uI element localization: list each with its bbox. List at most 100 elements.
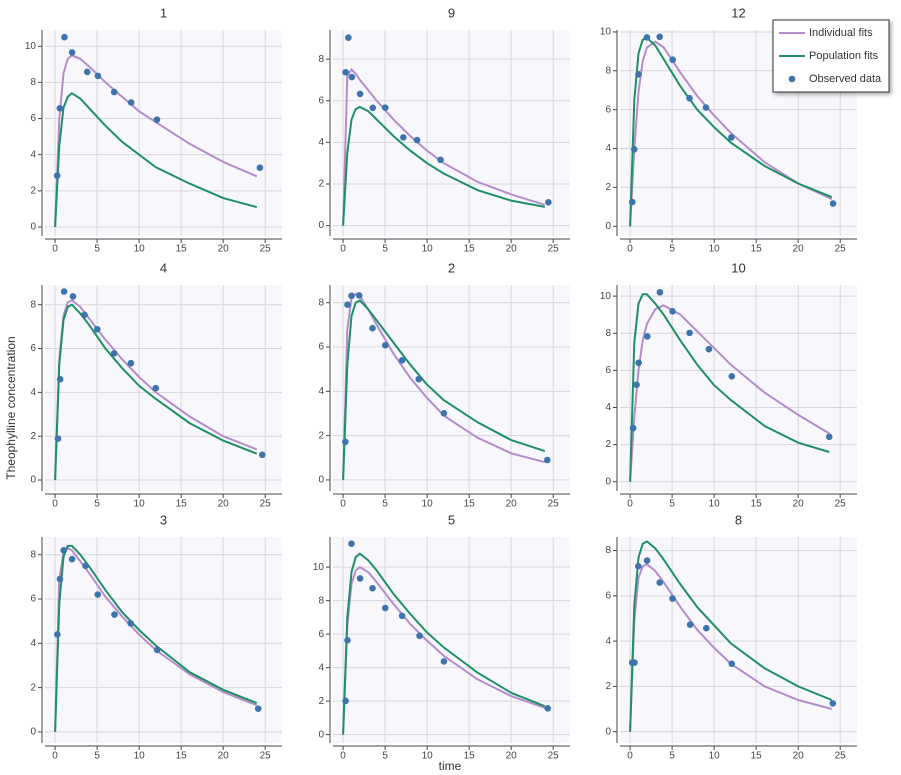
data-point xyxy=(628,198,636,206)
data-point xyxy=(356,90,364,98)
y-tick-label: 6 xyxy=(605,365,611,376)
x-tick-label: 15 xyxy=(176,244,188,255)
data-point xyxy=(127,620,135,627)
fit-line xyxy=(342,552,546,735)
fit-line xyxy=(54,303,258,481)
data-point xyxy=(415,375,423,383)
x-tick-label: 15 xyxy=(176,751,188,762)
x-tick-label: 15 xyxy=(751,499,763,510)
x-tick-label: 10 xyxy=(422,244,434,255)
x-tick-label: 20 xyxy=(506,499,518,510)
data-point xyxy=(728,660,736,668)
fit-line xyxy=(629,36,833,227)
data-point xyxy=(630,146,638,153)
y-tick-label: 2 xyxy=(318,430,324,441)
y-tick-label: 6 xyxy=(605,590,611,601)
x-tick-label: 5 xyxy=(94,499,100,510)
x-tick-label: 20 xyxy=(218,499,230,510)
data-point xyxy=(68,49,76,56)
data-point xyxy=(258,451,266,459)
x-axis-label: time xyxy=(439,759,462,773)
x-tick-label: 10 xyxy=(134,751,146,762)
data-point xyxy=(69,293,77,300)
x-tick-label: 0 xyxy=(340,244,346,255)
data-point xyxy=(93,325,101,333)
panel-title: 1 xyxy=(160,5,167,20)
legend: Individual fits Population fits Observed d… xyxy=(772,19,890,93)
data-point xyxy=(545,198,552,206)
legend-label: Individual fits xyxy=(809,27,873,39)
x-tick-label: 25 xyxy=(548,244,560,255)
x-tick-label: 5 xyxy=(669,751,675,762)
x-tick-label: 15 xyxy=(464,244,476,255)
fit-line xyxy=(54,544,258,732)
data-point xyxy=(631,659,638,666)
data-point xyxy=(356,575,364,582)
x-tick-label: 25 xyxy=(548,751,560,762)
panel: 12 0 2 4 6 8 10 0 5 10 15 20 25 xyxy=(600,5,857,255)
y-tick-label: 6 xyxy=(318,629,324,640)
x-tick-label: 20 xyxy=(506,751,518,762)
plot-area xyxy=(333,537,570,743)
y-tick-label: 6 xyxy=(30,113,36,124)
y-tick-label: 2 xyxy=(318,696,324,707)
data-point xyxy=(56,375,64,383)
x-tick-label: 5 xyxy=(382,244,388,255)
x-tick-label: 0 xyxy=(52,499,58,510)
y-tick-label: 0 xyxy=(30,475,36,486)
data-point xyxy=(256,164,264,171)
y-tick-label: 0 xyxy=(318,729,324,740)
y-tick-label: 10 xyxy=(600,27,612,38)
y-tick-label: 4 xyxy=(30,149,36,160)
panel: 4 0 2 4 6 8 0 5 10 15 20 25 xyxy=(30,260,282,510)
data-point xyxy=(82,562,89,570)
data-point xyxy=(153,116,161,123)
panel-title: 8 xyxy=(735,512,742,527)
x-tick-label: 15 xyxy=(751,751,763,762)
data-point xyxy=(656,288,664,296)
x-tick-label: 10 xyxy=(422,751,434,762)
x-tick-label: 0 xyxy=(627,244,633,255)
y-tick-label: 6 xyxy=(318,342,324,353)
data-point xyxy=(94,591,102,598)
x-tick-label: 15 xyxy=(176,499,188,510)
legend-label: Population fits xyxy=(809,50,879,62)
y-tick-label: 6 xyxy=(30,594,36,605)
y-tick-label: 6 xyxy=(318,95,324,106)
y-axis-label: Theophylline concentration xyxy=(4,336,18,479)
data-point xyxy=(60,288,68,295)
x-tick-label: 25 xyxy=(260,244,272,255)
y-tick-label: 4 xyxy=(318,662,324,673)
data-point xyxy=(342,697,349,705)
y-tick-label: 2 xyxy=(30,185,36,196)
data-point xyxy=(153,646,161,654)
data-point xyxy=(355,292,363,299)
plot-area xyxy=(333,285,570,491)
y-tick-label: 4 xyxy=(318,137,324,148)
data-point xyxy=(669,56,676,64)
data-point xyxy=(369,324,376,332)
x-tick-label: 5 xyxy=(94,244,100,255)
data-point xyxy=(400,134,407,141)
y-tick-label: 8 xyxy=(605,328,611,339)
y-tick-label: 0 xyxy=(605,726,611,737)
data-point xyxy=(728,134,735,141)
data-point xyxy=(56,104,64,112)
x-tick-label: 25 xyxy=(260,499,272,510)
y-tick-label: 8 xyxy=(30,299,36,310)
x-tick-label: 25 xyxy=(548,499,560,510)
y-tick-label: 4 xyxy=(30,387,36,398)
y-tick-label: 8 xyxy=(30,77,36,88)
plot-area xyxy=(620,537,857,743)
y-tick-label: 8 xyxy=(318,54,324,65)
data-point xyxy=(656,33,663,41)
x-tick-label: 15 xyxy=(464,751,476,762)
x-tick-label: 25 xyxy=(260,751,272,762)
data-point xyxy=(629,424,637,432)
x-tick-label: 25 xyxy=(835,751,847,762)
y-tick-label: 10 xyxy=(25,41,37,52)
x-tick-label: 25 xyxy=(835,244,847,255)
y-tick-label: 10 xyxy=(313,562,325,573)
panel: 5 0 2 4 6 8 10 0 5 10 15 20 25 xyxy=(313,512,570,762)
